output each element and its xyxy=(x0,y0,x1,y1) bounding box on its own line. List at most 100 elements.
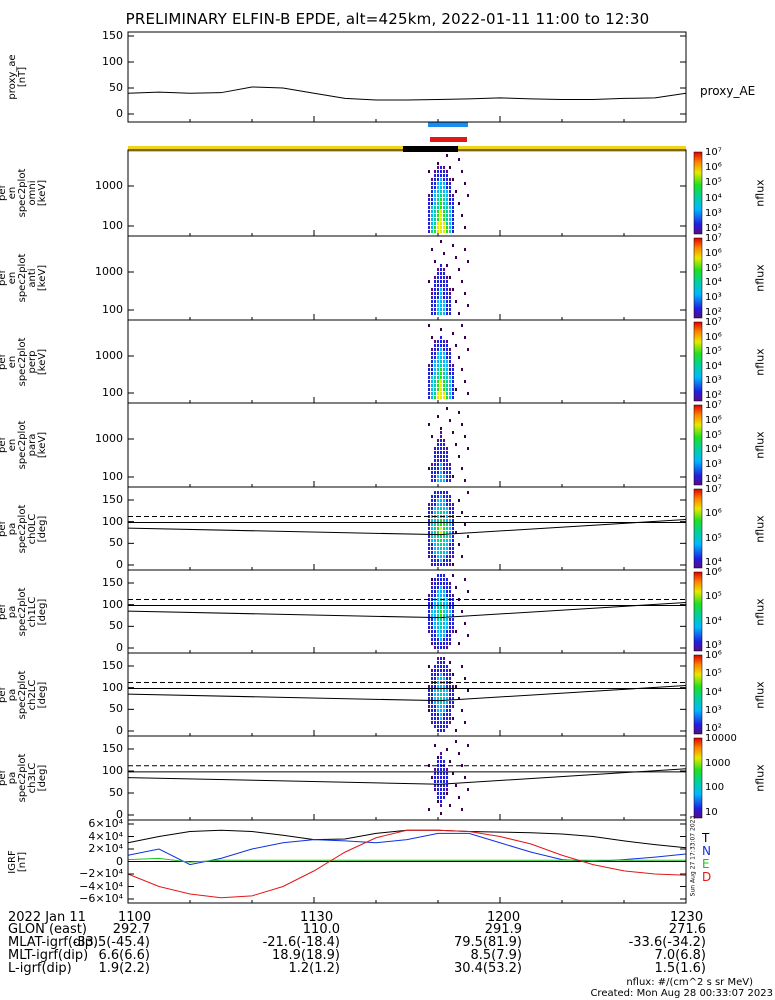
spec-cell-anti xyxy=(446,284,448,287)
spec-cell-anti xyxy=(431,296,433,299)
spec-cell-ch0 xyxy=(434,515,436,518)
spec-cell-para xyxy=(440,463,442,466)
spec-cell-ch0 xyxy=(446,555,448,558)
spec-cell-perp xyxy=(440,340,442,343)
spec-cell-perp xyxy=(467,348,469,351)
spec-cell-ch0 xyxy=(464,523,466,526)
ytick-ch2-0: 0 xyxy=(116,724,123,737)
ytick-ch2-2: 100 xyxy=(102,680,123,694)
spec-cell-ch2 xyxy=(434,709,436,712)
spec-cell-ch0 xyxy=(443,503,445,506)
igrf-line-E xyxy=(127,857,686,863)
spec-cell-perp xyxy=(446,368,448,371)
spec-cell-anti xyxy=(440,276,442,279)
spec-cell-ch1 xyxy=(443,622,445,625)
spec-cell-ch2 xyxy=(434,717,436,720)
spec-cell-perp xyxy=(431,336,433,339)
spec-cell-ch0 xyxy=(452,551,454,554)
spec-cell-ch1 xyxy=(440,598,442,601)
spec-cell-ch1 xyxy=(434,602,436,605)
spec-cell-para xyxy=(431,479,433,482)
spec-cell-anti xyxy=(437,268,439,271)
spec-cell-ch3 xyxy=(443,764,445,767)
spec-cell-ch2 xyxy=(437,681,439,684)
spec-cell-ch0 xyxy=(434,559,436,562)
spec-cell-ch1 xyxy=(449,582,451,585)
spec-cell-omni xyxy=(449,222,451,225)
spec-cell-anti xyxy=(446,296,448,299)
spec-cell-para xyxy=(437,463,439,466)
spec-cell-ch1 xyxy=(446,606,448,609)
spec-cell-anti xyxy=(443,308,445,311)
spec-cell-omni xyxy=(446,202,448,205)
spec-cell-ch2 xyxy=(428,665,430,668)
spec-cell-anti xyxy=(443,284,445,287)
spec-cell-ch0 xyxy=(437,499,439,502)
black-status-segment xyxy=(403,146,458,152)
spec-cell-ch0 xyxy=(458,543,460,546)
spec-cell-ch2 xyxy=(440,705,442,708)
spec-cell-ch0 xyxy=(443,491,445,494)
spec-cell-omni xyxy=(440,174,442,177)
spec-cell-ch2 xyxy=(437,661,439,664)
spec-cell-perp xyxy=(437,344,439,347)
spec-cell-ch3 xyxy=(458,752,460,755)
cbtick-anti-1: 10⁶ xyxy=(705,247,722,259)
spec-cell-ch1 xyxy=(428,594,430,597)
spec-cell-ch2 xyxy=(428,689,430,692)
spec-cell-ch2 xyxy=(449,717,451,720)
spec-cell-ch0 xyxy=(431,507,433,510)
spec-cell-anti xyxy=(440,284,442,287)
colorbar-ch3 xyxy=(693,737,703,819)
spec-cell-ch0 xyxy=(428,539,430,542)
pos-row-value: 7.0(6.8) xyxy=(654,948,707,963)
ytick-anti-0: 100 xyxy=(102,303,123,316)
spec-cell-para xyxy=(440,471,442,474)
ytick-ch0-1: 50 xyxy=(109,536,123,550)
ytick-igrf-4: −2×10⁴ xyxy=(79,867,123,880)
spec-cell-omni xyxy=(440,226,442,229)
spec-cell-anti xyxy=(440,272,442,275)
spec-cell-ch0 xyxy=(434,539,436,542)
spec-cell-perp xyxy=(449,380,451,383)
spec-cell-para xyxy=(434,475,436,478)
spec-cell-ch2 xyxy=(449,677,451,680)
spec-cell-ch3 xyxy=(467,744,469,747)
spec-cell-perp xyxy=(428,372,430,375)
spec-cell-ch0 xyxy=(446,503,448,506)
spec-cell-ch1 xyxy=(428,610,430,613)
spec-cell-ch1 xyxy=(437,646,439,649)
spec-cell-ch3 xyxy=(440,776,442,779)
spec-cell-perp xyxy=(443,376,445,379)
spec-cell-anti xyxy=(449,312,451,315)
spec-cell-ch2 xyxy=(443,729,445,732)
spec-cell-ch1 xyxy=(443,630,445,633)
spec-cell-anti xyxy=(443,268,445,271)
units-note: nflux: #/(cm^2 s sr MeV) xyxy=(626,977,753,988)
spec-cell-ch1 xyxy=(428,602,430,605)
spec-cell-perp xyxy=(440,336,442,339)
spec-cell-omni xyxy=(440,198,442,201)
spec-cell-ch0 xyxy=(434,507,436,510)
spec-cell-ch1 xyxy=(443,602,445,605)
spec-cell-perp xyxy=(434,352,436,355)
spec-cell-perp xyxy=(434,396,436,399)
spec-cell-para xyxy=(437,475,439,478)
spec-cell-ch0 xyxy=(434,551,436,554)
spec-cell-ch0 xyxy=(428,543,430,546)
spec-cell-ch1 xyxy=(446,582,448,585)
spec-cell-omni xyxy=(431,214,433,217)
spec-cell-para xyxy=(437,443,439,446)
spec-cell-ch1 xyxy=(431,610,433,613)
spec-cell-ch0 xyxy=(449,531,451,534)
spec-cell-omni xyxy=(446,178,448,181)
spec-cell-omni xyxy=(434,222,436,225)
spec-cell-ch3 xyxy=(437,764,439,767)
spec-cell-ch0 xyxy=(449,563,451,566)
spec-cell-perp xyxy=(440,348,442,351)
spec-cell-ch1 xyxy=(461,610,463,613)
spec-cell-omni xyxy=(446,218,448,221)
spec-cell-anti xyxy=(434,304,436,307)
spec-cell-para xyxy=(437,471,439,474)
spec-cell-omni xyxy=(437,178,439,181)
